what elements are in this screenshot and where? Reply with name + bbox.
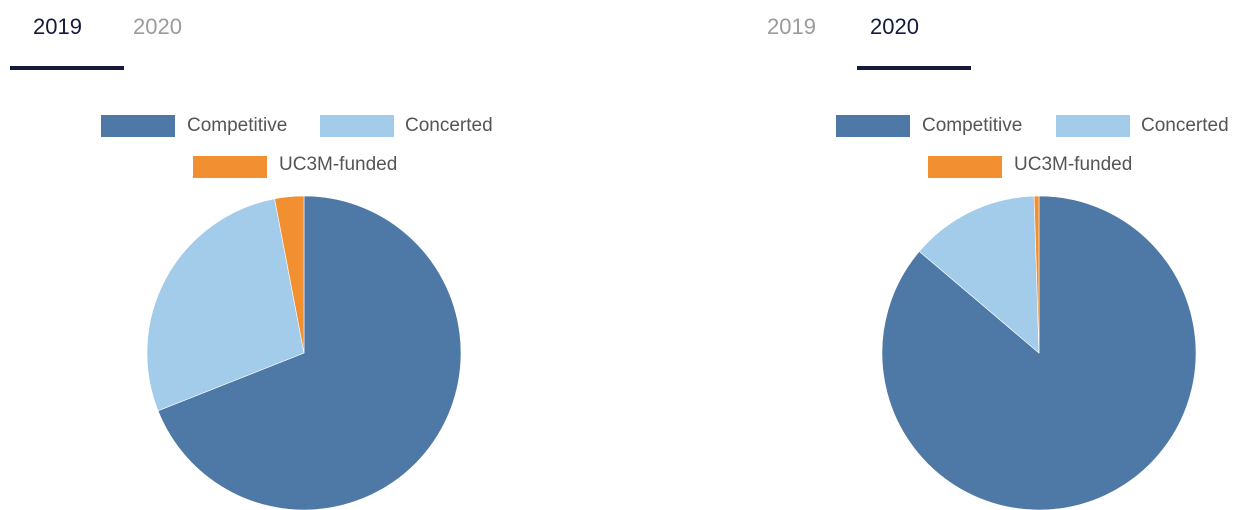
legend-swatch-competitive xyxy=(836,115,910,137)
legend-label-uc3m-funded: UC3M-funded xyxy=(279,154,398,175)
pie-slice-concerted xyxy=(918,195,1040,354)
chart-panel-2020: 2019 2020 Competitive Concerted UC3M-fun… xyxy=(736,0,1248,510)
legend-swatch-uc3m-funded xyxy=(193,156,267,178)
legend-swatch-uc3m-funded xyxy=(928,156,1002,178)
pie-slice-uc3m-funded xyxy=(1033,195,1040,354)
legend-swatch-concerted xyxy=(320,115,394,137)
active-tab-indicator xyxy=(857,66,971,70)
tab-2020[interactable]: 2020 xyxy=(133,14,182,39)
legend-label-concerted: Concerted xyxy=(405,115,493,136)
legend-label-competitive: Competitive xyxy=(922,115,1023,136)
pie-chart-2020 xyxy=(881,195,1197,510)
legend-swatch-concerted xyxy=(1056,115,1130,137)
tab-2020[interactable]: 2020 xyxy=(870,14,919,39)
legend-label-uc3m-funded: UC3M-funded xyxy=(1014,154,1133,175)
active-tab-indicator xyxy=(10,66,124,70)
legend-label-competitive: Competitive xyxy=(187,115,288,136)
pie-slice-concerted xyxy=(146,198,305,412)
pie-slice-competitive xyxy=(157,195,462,510)
pie-chart-2019 xyxy=(146,195,462,510)
tab-2019[interactable]: 2019 xyxy=(33,14,82,39)
legend-label-concerted: Concerted xyxy=(1141,115,1229,136)
tab-2019[interactable]: 2019 xyxy=(767,14,816,39)
pie-slice-uc3m-funded xyxy=(274,195,305,354)
chart-panel-2019: 2019 2020 Competitive Concerted UC3M-fun… xyxy=(0,0,560,510)
legend-swatch-competitive xyxy=(101,115,175,137)
